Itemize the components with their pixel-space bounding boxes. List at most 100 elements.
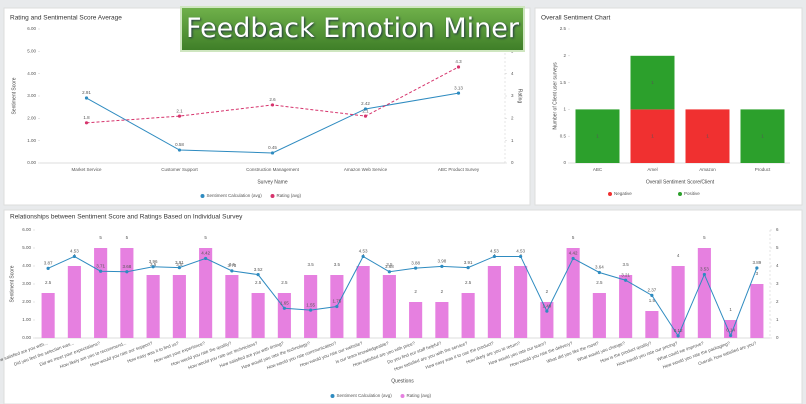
- point: [492, 254, 496, 259]
- legend-swatch: [200, 194, 205, 198]
- bar: [172, 275, 186, 338]
- data-label: 0.45: [268, 145, 277, 150]
- legend-label: Sentiment Calculation (avg): [207, 193, 263, 198]
- point: [545, 309, 549, 313]
- point: [84, 96, 89, 100]
- legend-label: Positive: [684, 191, 700, 196]
- point: [230, 269, 234, 273]
- point: [363, 107, 368, 111]
- data-label: 3.5: [386, 262, 393, 267]
- data-label: 3.89: [752, 260, 761, 265]
- data-label: 1.5: [649, 298, 656, 303]
- y-axis-label: Sentiment Score: [11, 77, 17, 114]
- bar: [435, 302, 449, 338]
- data-label: 3.5: [229, 262, 236, 267]
- y2-tick-label: 0: [776, 335, 779, 340]
- point: [519, 254, 523, 259]
- data-label: 2: [441, 289, 444, 294]
- bar: [740, 109, 785, 163]
- x-tick-label: Product: [755, 167, 771, 172]
- bar: [685, 109, 730, 163]
- data-label: 1: [706, 133, 709, 138]
- data-label: 3.68: [385, 264, 394, 269]
- legend-swatch: [270, 194, 275, 198]
- data-label: 4.42: [201, 251, 210, 256]
- y2-tick-label: 3: [511, 93, 514, 98]
- data-label: 0.12: [674, 328, 683, 333]
- data-label: 3.73: [227, 263, 236, 268]
- data-label: 3.71: [96, 263, 105, 268]
- data-label: 1.49: [542, 303, 551, 308]
- data-label: 0.14: [726, 328, 735, 333]
- data-label: 3.87: [44, 261, 53, 266]
- data-label: 2.6: [269, 97, 276, 102]
- bar: [592, 293, 606, 338]
- data-label: 5: [99, 235, 102, 240]
- y-tick-label: 4.00: [27, 71, 36, 76]
- data-label: 4.53: [70, 249, 79, 254]
- x-tick-label: Amazon: [699, 167, 716, 172]
- x-axis-label: Overall Sentiment Score/Client: [646, 179, 715, 185]
- bar: [514, 266, 528, 338]
- y2-tick-label: 4: [511, 71, 514, 76]
- y2-tick-label: 1: [511, 138, 514, 143]
- point: [624, 278, 628, 282]
- data-label: 2: [414, 289, 417, 294]
- point: [309, 308, 313, 312]
- y2-tick-label: 3: [776, 281, 779, 286]
- data-label: 2.5: [465, 280, 472, 285]
- data-label: 2.5: [596, 280, 603, 285]
- legend-swatch: [400, 394, 405, 398]
- bar: [461, 293, 475, 338]
- data-label: 3.5: [622, 262, 629, 267]
- point: [414, 266, 418, 270]
- bar: [94, 248, 108, 338]
- point: [177, 266, 181, 270]
- bar: [382, 275, 396, 338]
- point: [204, 256, 208, 261]
- chart-title: Rating and Sentimental Score Average: [10, 15, 122, 22]
- data-label: 2.42: [361, 101, 370, 106]
- point: [84, 121, 89, 125]
- data-label: 5: [703, 235, 706, 240]
- legend-label: Sentiment Calculation (avg): [337, 393, 393, 398]
- data-label: 2.1: [362, 108, 369, 113]
- legend-swatch: [608, 192, 612, 196]
- point: [363, 114, 368, 118]
- point: [755, 266, 759, 270]
- y-tick-label: 5.00: [22, 245, 31, 250]
- data-label: 2.5: [45, 280, 52, 285]
- point: [571, 256, 575, 261]
- y-tick-label: 2.5: [560, 26, 567, 31]
- legend-label: Rating (avg): [407, 393, 432, 398]
- bar: [304, 275, 318, 338]
- data-label: 1: [651, 80, 654, 85]
- point: [270, 151, 275, 155]
- bar: [671, 266, 685, 338]
- app-title: Feedback Emotion Miner: [180, 6, 525, 52]
- data-label: 3.52: [254, 267, 263, 272]
- point: [46, 266, 50, 270]
- bar: [409, 302, 423, 338]
- y2-tick-label: 1: [776, 317, 779, 322]
- data-label: 1: [761, 133, 764, 138]
- y-tick-label: 3.00: [27, 93, 36, 98]
- x-tick-label: ABC: [593, 167, 603, 172]
- data-label: 2.37: [647, 288, 656, 293]
- bar: [697, 248, 711, 338]
- point: [99, 269, 103, 273]
- data-label: 3.88: [411, 260, 420, 265]
- bar: [619, 275, 633, 338]
- data-label: 4.53: [516, 249, 525, 254]
- bar: [724, 320, 738, 338]
- data-label: 4.53: [359, 249, 368, 254]
- legend-label: Rating (avg): [277, 193, 302, 198]
- data-label: 1: [596, 133, 599, 138]
- y-tick-label: 0: [563, 160, 566, 165]
- data-label: 3.5: [150, 262, 157, 267]
- point: [335, 304, 339, 309]
- x-tick-label: Customer Support: [161, 167, 198, 172]
- y-tick-label: 4.00: [22, 263, 31, 268]
- chart-title: Relationships between Sentiment Score an…: [10, 214, 243, 221]
